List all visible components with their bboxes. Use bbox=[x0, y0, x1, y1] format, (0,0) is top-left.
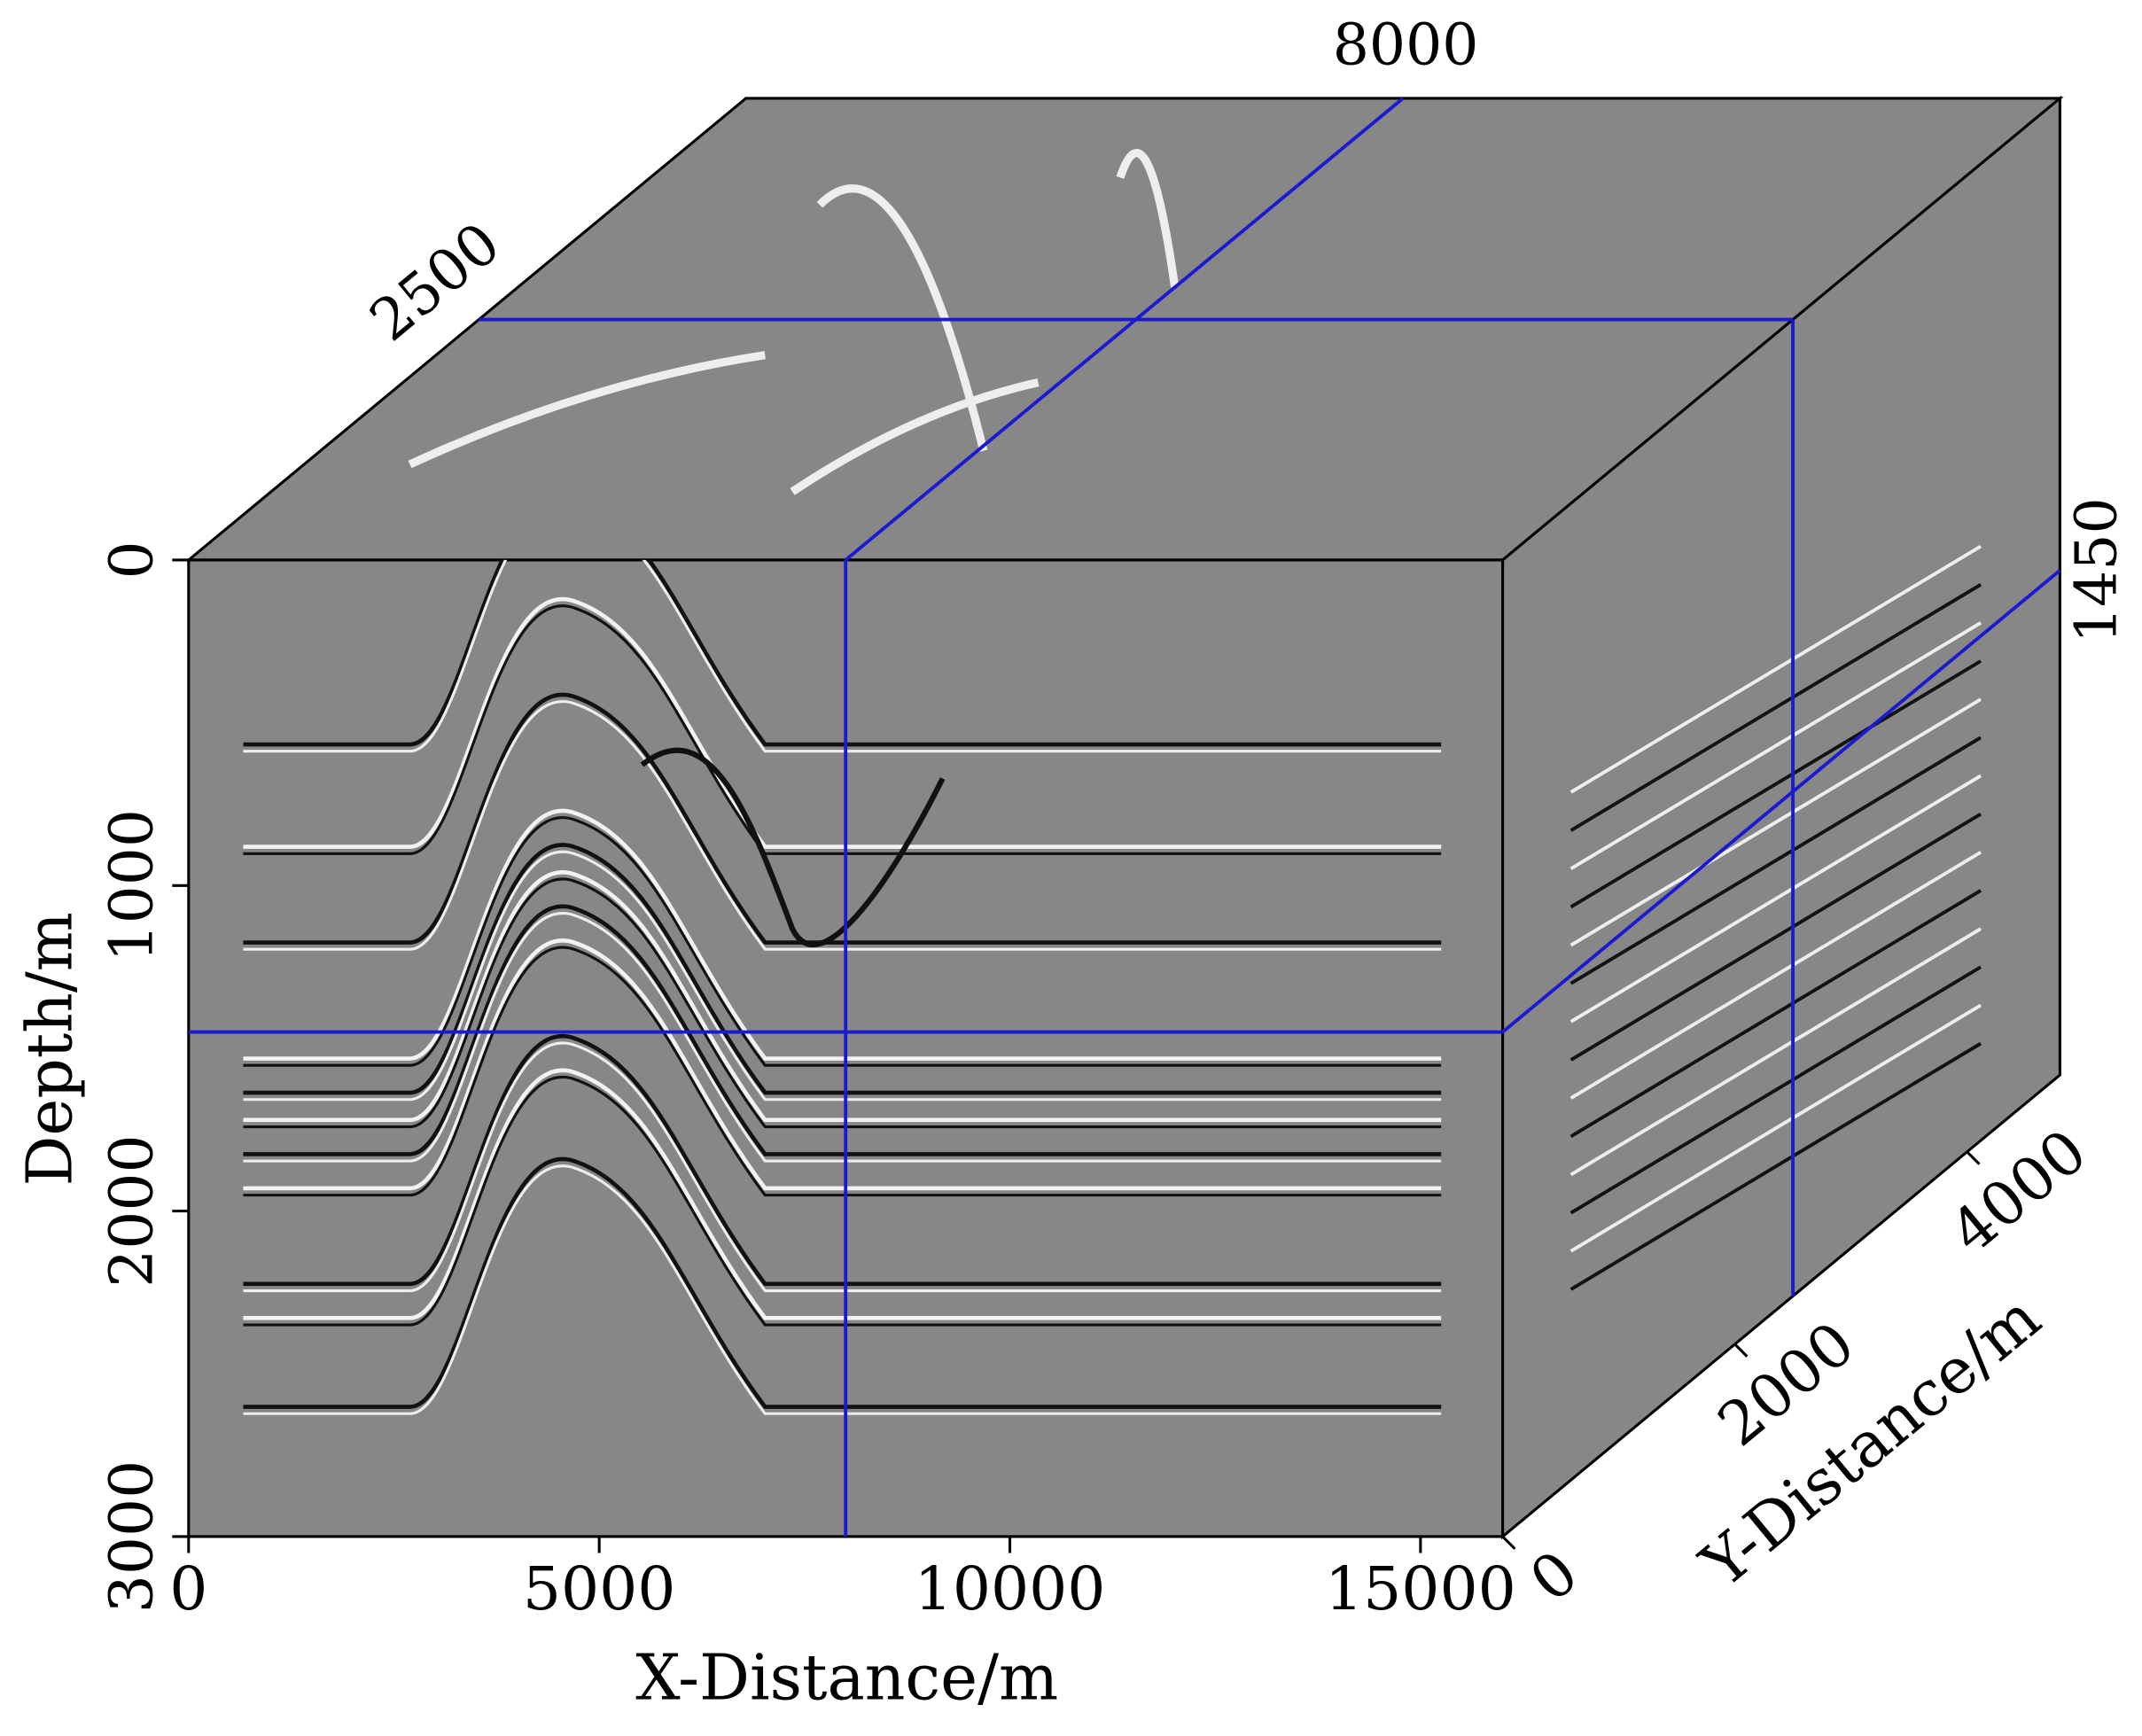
reflector bbox=[243, 850, 1442, 1102]
depth-tick-label: 2000 bbox=[97, 1134, 167, 1288]
side-reflector bbox=[1570, 1041, 1982, 1291]
side-reflector bbox=[1570, 621, 1982, 870]
reflector bbox=[243, 1156, 1442, 1409]
reflector bbox=[243, 938, 1442, 1191]
reflector bbox=[243, 559, 1442, 747]
x-tick-label: 0 bbox=[169, 1553, 207, 1623]
side-reflector bbox=[1570, 736, 1982, 985]
x-slice-line bbox=[844, 97, 1405, 562]
reflector bbox=[243, 559, 1442, 753]
reflector bbox=[243, 911, 1442, 1163]
y-tick-label: 0 bbox=[1517, 1537, 1592, 1615]
seismic-texture bbox=[243, 149, 1982, 1415]
side-reflector bbox=[1570, 774, 1982, 1024]
reflector bbox=[243, 808, 1442, 1061]
side-reflector bbox=[1570, 544, 1982, 794]
x-slice-label: 8000 bbox=[1333, 12, 1479, 78]
side-reflector bbox=[1570, 927, 1982, 1177]
depth-slice-line bbox=[1501, 569, 2061, 1034]
side-reflector bbox=[1570, 965, 1982, 1215]
reflector bbox=[243, 1033, 1442, 1287]
x-tick-label: 15000 bbox=[1325, 1553, 1516, 1623]
front-reflectors bbox=[243, 559, 1442, 1415]
side-reflector bbox=[1570, 659, 1982, 909]
x-tick-label: 10000 bbox=[915, 1553, 1106, 1623]
cube-faces bbox=[184, 95, 2064, 1540]
depth-tick-label: 0 bbox=[97, 541, 167, 579]
reflector bbox=[243, 843, 1442, 1095]
reflector bbox=[243, 869, 1442, 1123]
reflector bbox=[243, 946, 1442, 1197]
top-reflector bbox=[790, 378, 1040, 495]
top-reflector bbox=[408, 351, 766, 469]
y-tick bbox=[1966, 1150, 1981, 1165]
x-axis-label: X-Distance/m bbox=[635, 1640, 1058, 1714]
reflector bbox=[243, 692, 1442, 945]
reflector bbox=[243, 1068, 1442, 1320]
depth-slice-label: 1450 bbox=[2064, 497, 2130, 643]
reflector bbox=[243, 1041, 1442, 1293]
depth-tick-label: 3000 bbox=[97, 1460, 167, 1614]
reflector bbox=[243, 596, 1442, 849]
top-reflector bbox=[816, 184, 988, 452]
side-reflector bbox=[1570, 851, 1982, 1100]
x-tick-label: 5000 bbox=[523, 1553, 676, 1623]
reflector bbox=[243, 700, 1442, 951]
top-reflector bbox=[1116, 149, 1180, 288]
fold bbox=[640, 747, 946, 947]
side-reflector bbox=[1570, 1003, 1982, 1253]
side-reflector bbox=[1570, 583, 1982, 832]
reflector bbox=[243, 904, 1442, 1156]
depth-axis-label: Depth/m bbox=[12, 912, 86, 1186]
y-tick bbox=[1733, 1343, 1749, 1358]
side-reflector bbox=[1570, 697, 1982, 947]
reflector bbox=[243, 1075, 1442, 1327]
depth-tick-label: 1000 bbox=[97, 809, 167, 962]
y-tick bbox=[1501, 1535, 1516, 1550]
side-reflector bbox=[1570, 889, 1982, 1139]
reflector bbox=[243, 1164, 1442, 1415]
reflector bbox=[243, 816, 1442, 1067]
side-reflector bbox=[1570, 812, 1982, 1062]
